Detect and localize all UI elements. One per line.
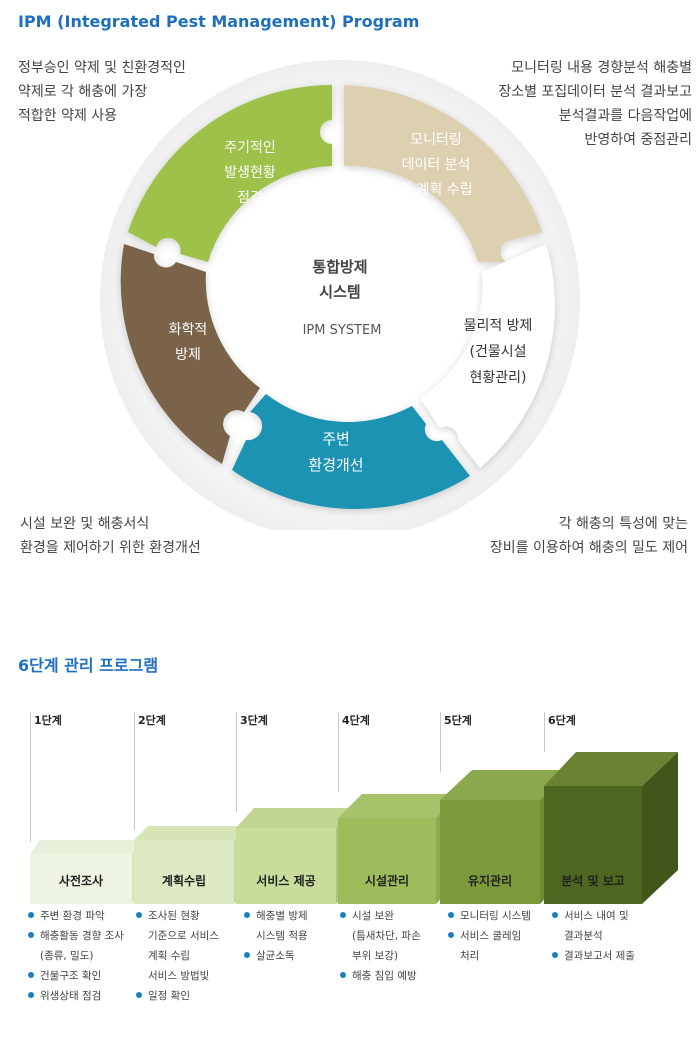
center-title-2: 시스템	[319, 283, 360, 301]
piece-white	[420, 244, 555, 468]
beige-label-2: 데이터 분석	[402, 157, 471, 173]
piece-green	[128, 84, 332, 263]
block-3-top	[236, 808, 354, 828]
note-top-right: 모니터링 내용 경향분석 해충별 장소별 포집데이터 분석 결과보고 분석결과를…	[498, 60, 692, 148]
note-bottom-right: 각 해충의 특성에 맞는 장비를 이용하여 해충의 밀도 제어	[489, 516, 688, 556]
divider-4	[338, 712, 339, 792]
beige-label-1: 모니터링	[410, 132, 462, 148]
divider-1	[30, 712, 31, 842]
white-label-1: 물리적 방제	[464, 318, 533, 334]
stage-5-items: 모니터링 시스템 서비스 쿨레임 처리	[448, 906, 548, 966]
ipm-ring-diagram: 통합방제 시스템 IPM SYSTEM 주기적인 발생현황 점검 모니터링 데이…	[100, 60, 580, 530]
stage-3-items: 해충별 방제 시스템 적용 살균소독	[244, 906, 340, 966]
block-6-front	[544, 786, 642, 904]
list-item: 서비스 쿨레임 처리	[448, 926, 548, 966]
block-5-front	[440, 800, 540, 904]
green-label-3: 점검	[237, 190, 263, 206]
center-title-1: 통합방제	[312, 258, 367, 276]
brown-label-1: 화학적	[169, 322, 208, 338]
block-1-front	[30, 854, 132, 904]
green-label-1: 주기적인	[224, 140, 276, 156]
list-item: 일정 확인	[136, 986, 236, 1006]
teal-label-2: 환경개선	[308, 456, 363, 474]
stage-1-name: 사전조사	[59, 873, 103, 888]
stage-2-items: 조사된 현황 기준으로 서비스 계획 수립 서비스 방법빛 일정 확인	[136, 906, 236, 1006]
stage-1-items: 주변 환경 파악 해충활동 경향 조사 (종류, 밀도) 건물구조 확인 위생상…	[28, 906, 136, 1006]
white-label-2: (건물시설	[470, 344, 527, 360]
block-6-side	[642, 752, 678, 904]
stage-4-name: 시설관리	[365, 873, 409, 888]
list-item: 모니터링 시스템	[448, 906, 548, 926]
stage-5-name: 유지관리	[468, 873, 512, 888]
list-item: 시설 보완 (틈새차단, 파손 부위 보강)	[340, 906, 440, 966]
divider-6	[544, 712, 545, 752]
divider-2	[134, 712, 135, 830]
stage-3-label: 3단계	[240, 714, 268, 727]
stage-6-label: 6단계	[548, 714, 576, 727]
block-2-top	[134, 826, 248, 840]
list-item: 결과보고서 제출	[552, 946, 662, 966]
list-item: 건물구조 확인	[28, 966, 136, 986]
block-4-top	[338, 794, 458, 818]
brown-label-2: 방제	[175, 347, 201, 363]
list-item: 해충활동 경향 조사 (종류, 밀도)	[28, 926, 136, 966]
note-bottom-left: 시설 보완 및 해충서식 환경을 제어하기 위한 환경개선	[20, 516, 201, 556]
list-item: 해충별 방제 시스템 적용	[244, 906, 340, 946]
block-5-top	[440, 770, 568, 800]
stage-4-label: 4단계	[342, 714, 370, 727]
block-2-front	[134, 840, 234, 904]
list-item: 살균소독	[244, 946, 340, 966]
beige-label-3: 및 계획 수립	[399, 182, 472, 198]
stage-2-label: 2단계	[138, 714, 166, 727]
program-title: 6단계 관리 프로그램	[18, 656, 159, 675]
center-en: IPM SYSTEM	[303, 323, 382, 338]
stage-1-label: 1단계	[34, 714, 62, 727]
list-item: 위생상태 점검	[28, 986, 136, 1006]
list-item: 주변 환경 파악	[28, 906, 136, 926]
stage-4-items: 시설 보완 (틈새차단, 파손 부위 보강) 해충 침입 예방	[340, 906, 440, 986]
block-6-top	[544, 752, 678, 786]
list-item: 서비스 내여 및 결과분석	[552, 906, 662, 946]
piece-brown	[120, 244, 260, 464]
list-item: 조사된 현황 기준으로 서비스 계획 수립 서비스 방법빛	[136, 906, 236, 986]
stage-6-name: 분석 및 보고	[561, 873, 625, 888]
piece-teal	[232, 394, 470, 510]
stage-2-name: 계획수립	[162, 873, 206, 888]
divider-3	[236, 712, 237, 812]
ipm-title: IPM (Integrated Pest Management) Program	[18, 12, 420, 31]
green-label-2: 발생현황	[224, 165, 276, 181]
block-1-top	[30, 840, 142, 854]
piece-beige	[344, 85, 542, 262]
block-4-front	[338, 818, 436, 904]
stage-6-items: 서비스 내여 및 결과분석 결과보고서 제출	[552, 906, 662, 966]
block-3-front	[236, 828, 336, 904]
white-label-3: 현황관리)	[470, 370, 527, 386]
list-item: 해충 침입 예방	[340, 966, 440, 986]
stage-5-label: 5단계	[444, 714, 472, 727]
teal-label-1: 주변	[322, 430, 350, 448]
stage-3-name: 서비스 제공	[256, 873, 315, 888]
divider-5	[440, 712, 441, 772]
stair-blocks: 사전조사 계획수립 서비스 제공 시설관리 유지관리 분석 및 보고	[30, 752, 678, 904]
note-top-left: 정부승인 약제 및 친환경적인 약제로 각 해충에 가장 적합한 약제 사용	[18, 60, 186, 124]
